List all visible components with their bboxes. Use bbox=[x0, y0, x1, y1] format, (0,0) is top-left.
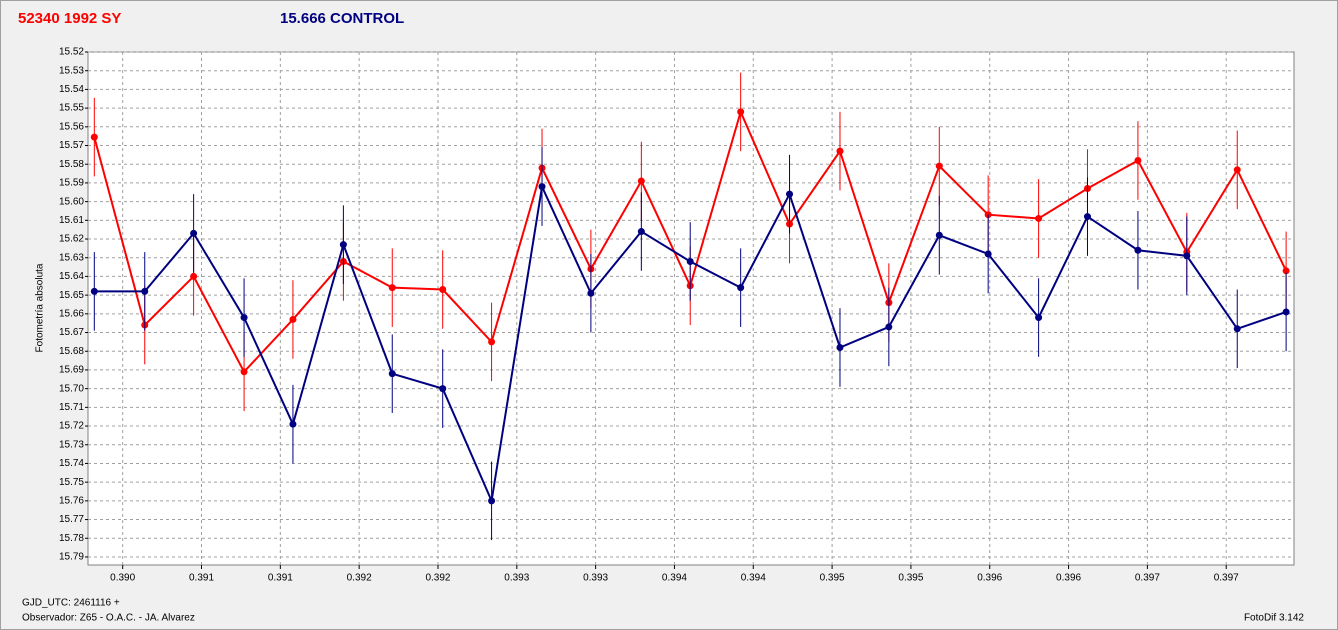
data-point bbox=[637, 177, 645, 185]
y-tick-label: 15.77 bbox=[59, 514, 84, 525]
data-point bbox=[686, 257, 694, 265]
data-point bbox=[339, 241, 347, 249]
y-tick-label: 15.69 bbox=[59, 365, 84, 376]
y-tick-label: 15.55 bbox=[59, 103, 84, 114]
y-tick-label: 15.54 bbox=[59, 84, 84, 95]
y-tick-label: 15.61 bbox=[59, 215, 84, 226]
x-tick-label: 0.394 bbox=[662, 573, 687, 584]
y-tick-label: 15.60 bbox=[59, 196, 84, 207]
data-point bbox=[637, 228, 645, 236]
data-point bbox=[488, 497, 496, 505]
y-tick-label: 15.78 bbox=[59, 533, 84, 544]
data-point bbox=[1233, 325, 1241, 333]
data-point bbox=[1035, 314, 1043, 322]
x-tick-label: 0.395 bbox=[820, 573, 845, 584]
data-point bbox=[538, 183, 546, 191]
x-tick-label: 0.390 bbox=[110, 573, 135, 584]
x-tick-label: 0.391 bbox=[268, 573, 293, 584]
y-tick-label: 15.57 bbox=[59, 140, 84, 151]
y-tick-label: 15.74 bbox=[59, 458, 84, 469]
data-point bbox=[836, 343, 844, 351]
data-point bbox=[439, 385, 447, 393]
data-point bbox=[1134, 156, 1142, 164]
y-tick-label: 15.72 bbox=[59, 421, 84, 432]
footer-text: Observador: Z65 - O.A.C. - JA. Alvarez bbox=[22, 613, 195, 624]
y-tick-label: 15.70 bbox=[59, 383, 84, 394]
data-point bbox=[737, 108, 745, 116]
data-point bbox=[488, 338, 496, 346]
data-point bbox=[935, 231, 943, 239]
footer-text: GJD_UTC: 2461116 + bbox=[22, 598, 120, 609]
data-point bbox=[90, 287, 98, 295]
data-point bbox=[836, 147, 844, 155]
data-point bbox=[190, 272, 198, 280]
x-tick-label: 0.393 bbox=[504, 573, 529, 584]
y-tick-label: 15.75 bbox=[59, 477, 84, 488]
footer-text: FotoDif 3.142 bbox=[1244, 613, 1304, 624]
y-tick-label: 15.73 bbox=[59, 439, 84, 450]
x-tick-label: 0.392 bbox=[425, 573, 450, 584]
x-tick-label: 0.394 bbox=[741, 573, 766, 584]
data-point bbox=[240, 314, 248, 322]
y-tick-label: 15.68 bbox=[59, 346, 84, 357]
data-point bbox=[1035, 214, 1043, 222]
y-tick-label: 15.62 bbox=[59, 234, 84, 245]
x-tick-label: 0.392 bbox=[347, 573, 372, 584]
data-point bbox=[190, 229, 198, 237]
data-point bbox=[388, 284, 396, 292]
data-point bbox=[388, 370, 396, 378]
x-tick-label: 0.391 bbox=[189, 573, 214, 584]
data-point bbox=[885, 323, 893, 331]
data-point bbox=[737, 284, 745, 292]
data-point bbox=[1282, 267, 1290, 275]
data-point bbox=[240, 368, 248, 376]
y-tick-label: 15.56 bbox=[59, 121, 84, 132]
y-tick-label: 15.53 bbox=[59, 65, 84, 76]
data-point bbox=[587, 289, 595, 297]
y-tick-label: 15.64 bbox=[59, 271, 84, 282]
data-point bbox=[1183, 252, 1191, 260]
y-tick-label: 15.65 bbox=[59, 290, 84, 301]
y-tick-label: 15.63 bbox=[59, 252, 84, 263]
legend-entry: 15.666 CONTROL bbox=[280, 10, 404, 27]
y-tick-label: 15.58 bbox=[59, 159, 84, 170]
x-tick-label: 0.396 bbox=[1056, 573, 1081, 584]
data-point bbox=[1134, 246, 1142, 254]
data-point bbox=[786, 190, 794, 198]
data-point bbox=[984, 250, 992, 258]
y-tick-label: 15.71 bbox=[59, 402, 84, 413]
data-point bbox=[289, 420, 297, 428]
data-point bbox=[141, 287, 149, 295]
data-point bbox=[289, 315, 297, 323]
data-point bbox=[1083, 213, 1091, 221]
y-axis-label: Fotometría absoluta bbox=[35, 263, 46, 352]
data-point bbox=[1282, 308, 1290, 316]
x-tick-label: 0.397 bbox=[1214, 573, 1239, 584]
y-tick-label: 15.59 bbox=[59, 178, 84, 189]
x-tick-label: 0.395 bbox=[898, 573, 923, 584]
y-tick-label: 15.52 bbox=[59, 47, 84, 58]
x-tick-label: 0.397 bbox=[1135, 573, 1160, 584]
x-tick-label: 0.396 bbox=[977, 573, 1002, 584]
legend-entry: 52340 1992 SY bbox=[18, 10, 121, 27]
x-tick-label: 0.393 bbox=[583, 573, 608, 584]
data-point bbox=[1233, 166, 1241, 174]
plot-area bbox=[87, 51, 1295, 566]
y-tick-label: 15.79 bbox=[59, 552, 84, 563]
y-tick-label: 15.66 bbox=[59, 308, 84, 319]
data-point bbox=[90, 133, 98, 141]
y-tick-label: 15.76 bbox=[59, 495, 84, 506]
data-point bbox=[439, 286, 447, 294]
y-tick-label: 15.67 bbox=[59, 327, 84, 338]
data-point bbox=[935, 162, 943, 170]
